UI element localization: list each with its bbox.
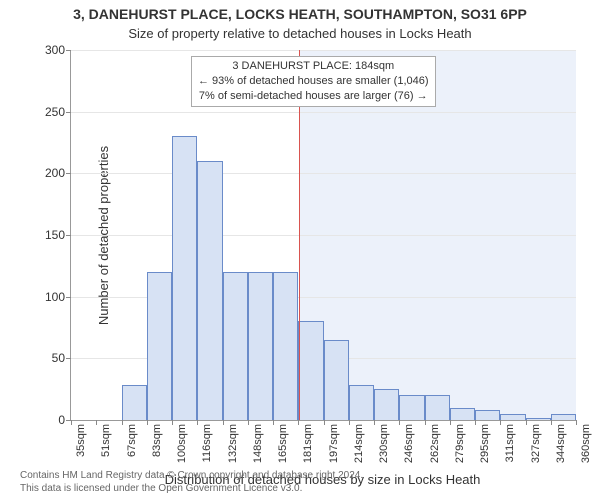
- x-tick-label: 197sqm: [328, 424, 340, 463]
- x-tick-mark: [248, 420, 249, 425]
- histogram-bar: [324, 340, 349, 420]
- histogram-bar: [172, 136, 197, 420]
- x-tick-mark: [147, 420, 148, 425]
- x-tick-label: 165sqm: [277, 424, 289, 463]
- y-tick-label: 50: [52, 351, 65, 365]
- x-tick-label: 262sqm: [429, 424, 441, 463]
- footer-attribution: Contains HM Land Registry data © Crown c…: [20, 470, 363, 495]
- annotation-line2: ← 93% of detached houses are smaller (1,…: [198, 74, 429, 89]
- x-tick-label: 83sqm: [151, 424, 163, 457]
- histogram-bar: [399, 395, 424, 420]
- histogram-bar: [450, 408, 475, 420]
- x-tick-mark: [324, 420, 325, 425]
- x-tick-label: 360sqm: [580, 424, 592, 463]
- histogram-bar: [223, 272, 248, 420]
- x-tick-label: 51sqm: [100, 424, 112, 457]
- y-tick-label: 300: [45, 43, 65, 57]
- x-tick-label: 132sqm: [227, 424, 239, 463]
- x-tick-mark: [450, 420, 451, 425]
- x-tick-mark: [349, 420, 350, 425]
- x-tick-label: 311sqm: [504, 424, 516, 462]
- x-tick-mark: [172, 420, 173, 425]
- x-tick-label: 116sqm: [201, 424, 213, 462]
- histogram-bar: [298, 321, 323, 420]
- x-tick-mark: [551, 420, 552, 425]
- x-tick-label: 295sqm: [479, 424, 491, 463]
- y-tick-label: 0: [58, 413, 65, 427]
- histogram-bar: [248, 272, 273, 420]
- x-tick-mark: [576, 420, 577, 425]
- footer-line1: Contains HM Land Registry data © Crown c…: [20, 470, 363, 483]
- x-tick-mark: [399, 420, 400, 425]
- x-tick-mark: [298, 420, 299, 425]
- histogram-bar: [273, 272, 298, 420]
- x-tick-label: 246sqm: [403, 424, 415, 463]
- y-tick-label: 200: [45, 166, 65, 180]
- histogram-bar: [147, 272, 172, 420]
- chart-container: 3, DANEHURST PLACE, LOCKS HEATH, SOUTHAM…: [0, 0, 600, 500]
- histogram-bar: [197, 161, 222, 420]
- x-tick-mark: [122, 420, 123, 425]
- x-tick-mark: [96, 420, 97, 425]
- histogram-bar: [526, 418, 551, 420]
- histogram-bar: [349, 385, 374, 420]
- x-tick-label: 279sqm: [454, 424, 466, 463]
- histogram-bar: [551, 414, 576, 420]
- x-tick-label: 148sqm: [252, 424, 264, 463]
- y-tick-label: 100: [45, 290, 65, 304]
- chart-title-line1: 3, DANEHURST PLACE, LOCKS HEATH, SOUTHAM…: [0, 6, 600, 22]
- footer-line2: This data is licensed under the Open Gov…: [20, 483, 363, 496]
- histogram-bar: [425, 395, 450, 420]
- x-tick-label: 100sqm: [176, 424, 188, 463]
- y-tick-label: 250: [45, 105, 65, 119]
- x-tick-label: 344sqm: [555, 424, 567, 463]
- x-tick-label: 214sqm: [353, 424, 365, 463]
- x-tick-mark: [500, 420, 501, 425]
- histogram-bar: [500, 414, 525, 420]
- x-tick-mark: [526, 420, 527, 425]
- chart-title-line2: Size of property relative to detached ho…: [0, 26, 600, 41]
- x-tick-mark: [197, 420, 198, 425]
- x-tick-label: 181sqm: [302, 424, 314, 463]
- histogram-bar: [122, 385, 147, 420]
- annotation-line1: 3 DANEHURST PLACE: 184sqm: [198, 59, 429, 74]
- x-tick-mark: [223, 420, 224, 425]
- x-tick-label: 67sqm: [126, 424, 138, 457]
- x-tick-mark: [475, 420, 476, 425]
- x-tick-mark: [71, 420, 72, 425]
- x-tick-label: 230sqm: [378, 424, 390, 463]
- x-tick-mark: [425, 420, 426, 425]
- histogram-bar: [475, 410, 500, 420]
- y-tick-label: 150: [45, 228, 65, 242]
- x-tick-mark: [273, 420, 274, 425]
- x-tick-mark: [374, 420, 375, 425]
- histogram-bar: [374, 389, 399, 420]
- annotation-box: 3 DANEHURST PLACE: 184sqm ← 93% of detac…: [191, 56, 436, 107]
- plot-area: 05010015020025030035sqm51sqm67sqm83sqm10…: [70, 50, 576, 421]
- x-tick-label: 327sqm: [530, 424, 542, 463]
- annotation-line3: 7% of semi-detached houses are larger (7…: [198, 89, 429, 104]
- x-tick-label: 35sqm: [75, 424, 87, 457]
